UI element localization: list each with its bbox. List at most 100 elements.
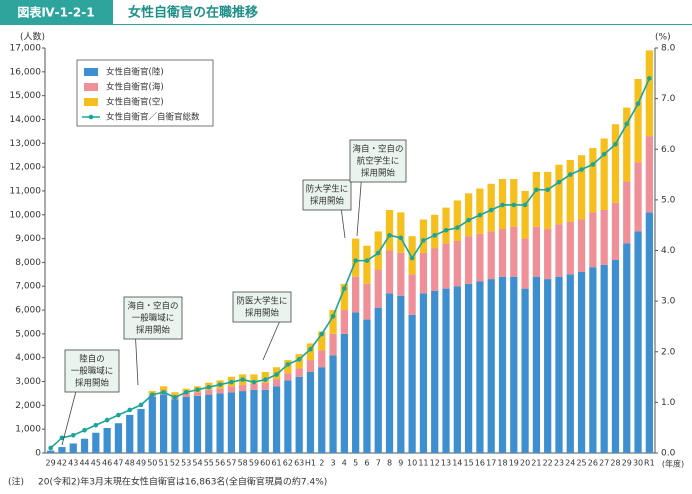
ratio-point [262, 377, 268, 382]
bar-segment [464, 283, 473, 453]
callout-pointer [61, 391, 77, 446]
y-tick-label: 4,000 [15, 353, 41, 363]
bar-segment [544, 279, 552, 453]
x-tick-label: 42 [57, 459, 67, 468]
bar-segment [645, 136, 653, 213]
bar-segment [272, 386, 281, 453]
y-tick-label: 5,000 [15, 329, 41, 339]
ratio-point [59, 435, 65, 441]
bar-segment [566, 274, 574, 453]
bar-segment [521, 238, 529, 289]
x-tick-label: 16 [475, 459, 485, 468]
x-tick-label: 8 [387, 459, 392, 468]
y-tick-label: 15,000 [10, 91, 42, 101]
bar-segment [397, 295, 405, 453]
y-tick-label: 13,000 [10, 139, 42, 149]
bar-segment [284, 373, 292, 381]
bar-segment [453, 200, 461, 241]
x-tick-label: 28 [610, 459, 620, 468]
bar-segment [498, 229, 507, 277]
x-tick-label: 19 [509, 459, 519, 468]
y2-tick-label: 8.0 [661, 44, 676, 54]
bar-segment [442, 288, 450, 453]
ratio-point [229, 379, 234, 385]
ratio-point [150, 392, 155, 398]
callout-pointer [135, 338, 139, 386]
y-tick-label: 17,000 [10, 44, 42, 54]
bar-segment [510, 226, 518, 277]
ratio-point [274, 372, 279, 377]
bar-segment [227, 386, 236, 393]
ratio-point [330, 314, 336, 319]
x-tick-label: 5 [353, 459, 358, 468]
bar-segment [47, 450, 55, 453]
callout-pointer [356, 181, 362, 237]
bar-segment [487, 183, 495, 232]
x-tick-label: 52 [170, 459, 180, 468]
bar-segment [453, 286, 461, 453]
ratio-point [488, 207, 494, 213]
ratio-point [375, 250, 381, 256]
x-tick-label: 59 [249, 459, 259, 468]
callout-box [232, 291, 292, 323]
x-tick-label: 43 [68, 459, 78, 468]
x-tick-label: H1 [305, 459, 316, 468]
ratio-point [601, 152, 607, 157]
x-tick-label: 17 [486, 459, 496, 468]
ratio-point [500, 202, 505, 208]
ratio-point [579, 167, 584, 172]
bar-segment [318, 367, 326, 453]
bar-segment [408, 236, 416, 275]
ratio-point [455, 225, 460, 231]
y-tick-label: 11,000 [10, 186, 42, 196]
bar-segment [521, 190, 529, 239]
bar-segment [114, 423, 123, 453]
x-tick-label: 13 [441, 459, 451, 468]
ratio-point [82, 427, 87, 433]
bar-segment [193, 395, 202, 453]
x-tick-label: 60 [260, 459, 270, 468]
bar-segment [374, 307, 382, 453]
bar-segment [442, 243, 450, 289]
bar-segment [397, 212, 405, 253]
x-tick-label: 62 [283, 459, 293, 468]
legend-box [76, 59, 214, 127]
callout-text: 陸自の [79, 354, 105, 365]
bar-segment [634, 78, 642, 163]
callout-pointer [262, 321, 280, 361]
x-tick-label: 2 [319, 459, 324, 468]
ratio-point [534, 187, 539, 193]
bar-segment [532, 171, 541, 227]
bar-segment [577, 219, 586, 272]
y-tick-label: 3,000 [15, 377, 41, 387]
bar-segment [137, 408, 145, 453]
bar-segment [363, 319, 371, 453]
bar-segment [193, 392, 202, 396]
ratio-point [613, 141, 618, 147]
bar-segment [408, 314, 416, 453]
x-tick-label: 49 [136, 459, 146, 468]
callout-text: 採用開始 [310, 196, 345, 207]
bar-segment [385, 210, 394, 251]
callout-text: 航空学生に [357, 156, 400, 167]
bar-segment [306, 343, 315, 361]
bar-segment [634, 231, 642, 453]
x-tick-label: 23 [554, 459, 564, 468]
note-label: (注) [8, 476, 24, 488]
bar-segment [239, 391, 247, 453]
bar-segment [464, 236, 473, 284]
x-tick-label: 54 [192, 459, 202, 468]
ratio-point [477, 212, 483, 218]
ratio-point [161, 389, 166, 395]
ratio-point [48, 445, 53, 451]
bar-segment [623, 107, 631, 182]
bar-segment [329, 310, 337, 334]
bar-segment [182, 397, 190, 453]
bar-segment [611, 260, 620, 453]
ratio-point [240, 377, 245, 382]
x-tick-label: 4 [342, 459, 347, 468]
bar-segment [419, 293, 428, 453]
x-tick-label: 25 [576, 459, 586, 468]
ratio-point [127, 407, 133, 413]
legend-dot [88, 114, 94, 120]
